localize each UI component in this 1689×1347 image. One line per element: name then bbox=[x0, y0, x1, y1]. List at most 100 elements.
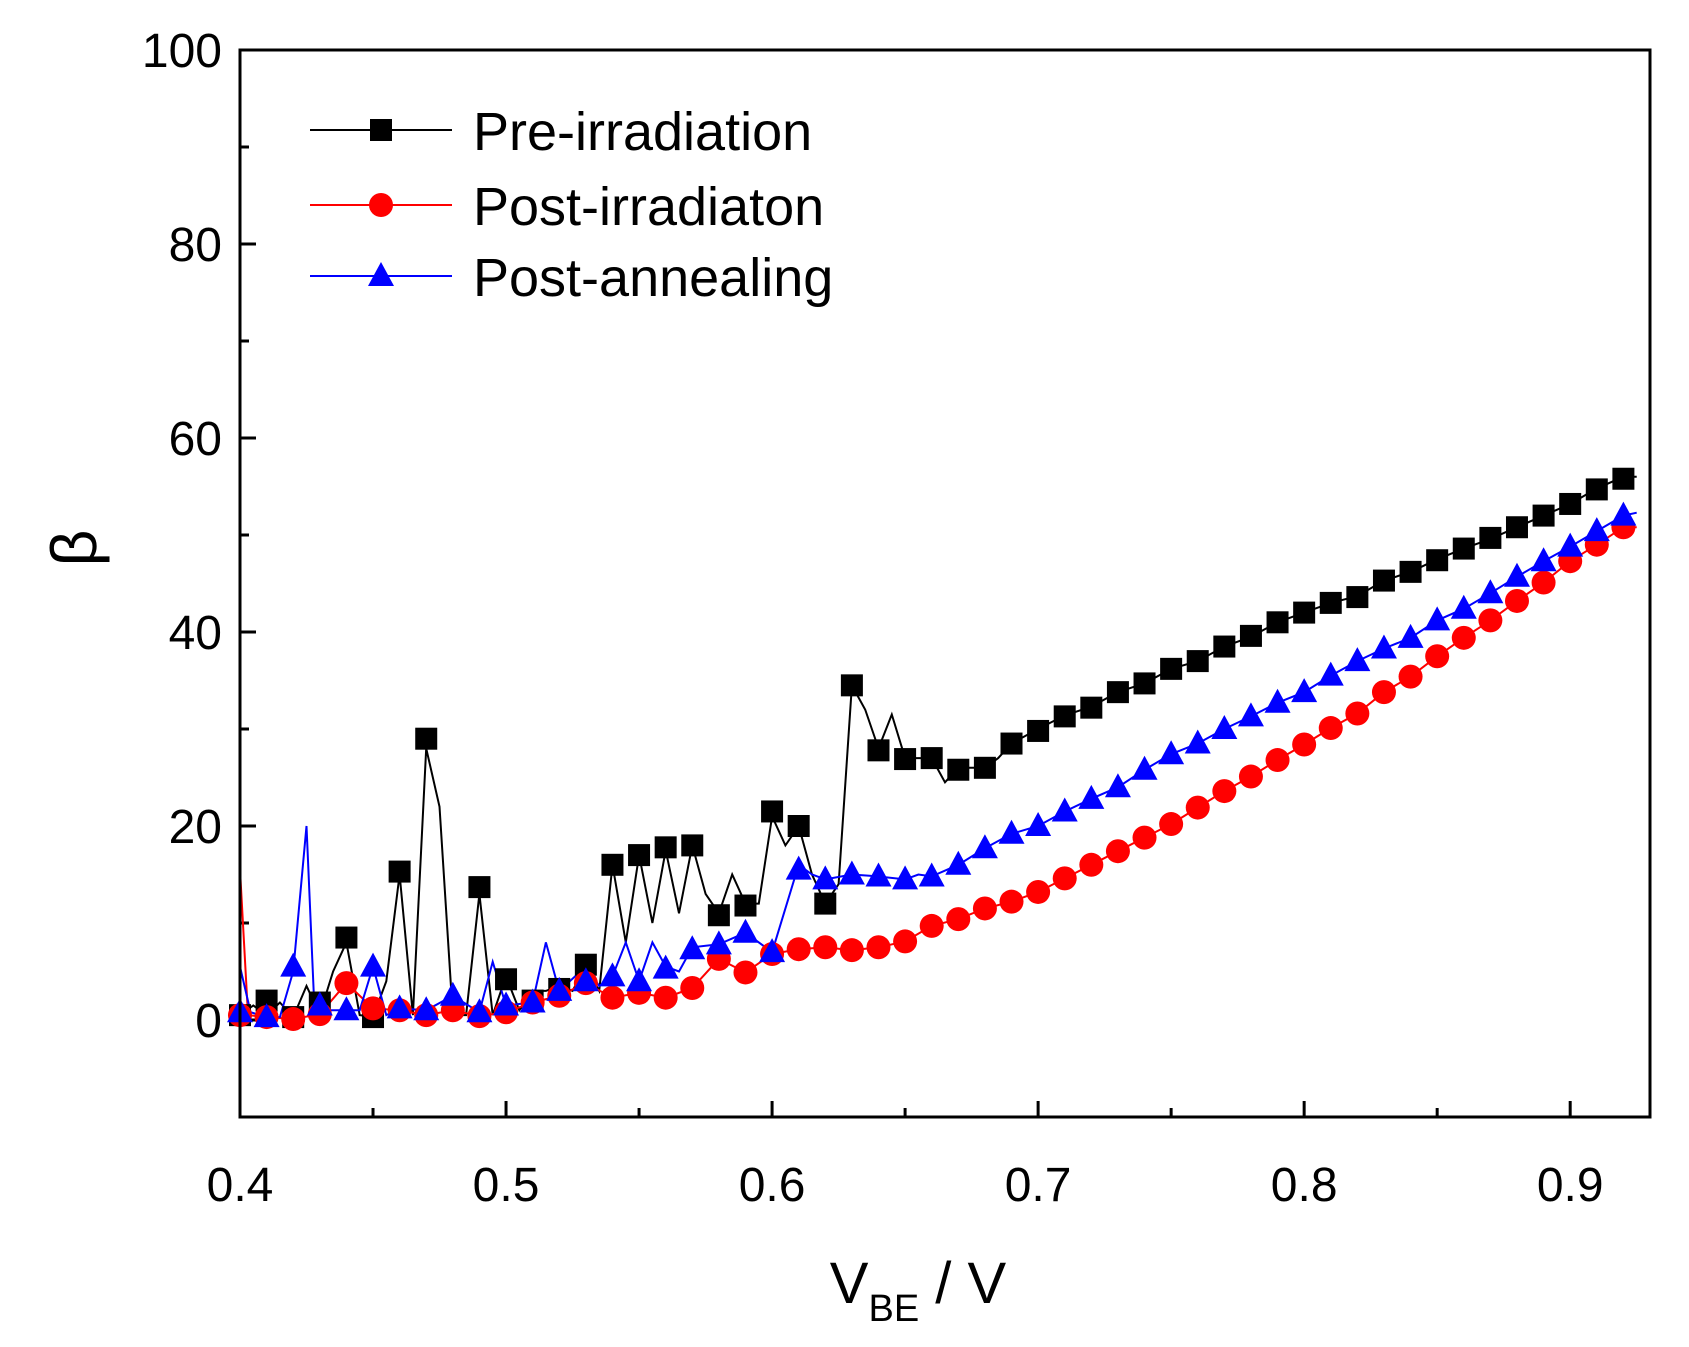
data-point-series-1 bbox=[654, 836, 677, 859]
data-point-series-2 bbox=[1265, 748, 1290, 773]
data-point-series-1 bbox=[1266, 611, 1289, 634]
data-point-series-1 bbox=[1559, 492, 1582, 515]
data-point-series-3 bbox=[865, 862, 892, 887]
data-point-series-1 bbox=[920, 747, 943, 770]
data-point-series-2 bbox=[1425, 644, 1450, 669]
data-point-series-3 bbox=[1424, 606, 1451, 631]
legend-label-1: Pre-irradiation bbox=[473, 102, 812, 162]
data-point-series-1 bbox=[1532, 504, 1555, 527]
data-point-series-3 bbox=[1530, 547, 1557, 572]
x-axis-title-main: V bbox=[830, 1251, 869, 1316]
data-point-series-3 bbox=[918, 862, 945, 887]
data-point-series-1 bbox=[1612, 467, 1635, 490]
data-point-series-2 bbox=[972, 896, 997, 921]
y-tick-label: 100 bbox=[142, 25, 222, 78]
data-point-series-3 bbox=[280, 952, 307, 977]
data-point-series-2 bbox=[1292, 732, 1317, 757]
data-point-series-3 bbox=[1051, 797, 1078, 822]
data-point-series-1 bbox=[1000, 732, 1023, 755]
data-point-series-2 bbox=[733, 960, 758, 985]
data-point-series-1 bbox=[1479, 526, 1502, 549]
data-point-series-1 bbox=[1426, 549, 1449, 572]
data-point-series-3 bbox=[945, 850, 972, 875]
data-point-series-1 bbox=[415, 727, 438, 750]
data-point-series-1 bbox=[1106, 681, 1129, 704]
data-point-series-1 bbox=[468, 876, 491, 899]
data-point-series-2 bbox=[1185, 795, 1210, 820]
data-point-series-3 bbox=[732, 918, 759, 943]
data-point-series-1 bbox=[1133, 672, 1156, 695]
data-point-series-3 bbox=[1450, 594, 1477, 619]
data-point-series-3 bbox=[1211, 715, 1238, 739]
data-point-series-1 bbox=[1585, 478, 1608, 501]
data-point-series-2 bbox=[1504, 588, 1529, 613]
data-point-series-1 bbox=[1239, 624, 1262, 647]
x-tick-label: 0.7 bbox=[1005, 1159, 1072, 1212]
data-point-series-1 bbox=[867, 739, 890, 762]
x-tick-label: 0.9 bbox=[1537, 1159, 1604, 1212]
x-tick-label: 0.8 bbox=[1271, 1159, 1338, 1212]
data-point-series-3 bbox=[785, 855, 812, 880]
data-point-series-3 bbox=[998, 819, 1025, 844]
data-point-series-1 bbox=[1452, 537, 1475, 560]
legend: Pre-irradiation Post-irradiaton Post-annea… bbox=[310, 102, 833, 308]
data-point-series-3 bbox=[360, 952, 387, 977]
data-point-series-1 bbox=[495, 968, 518, 991]
data-point-series-2 bbox=[1345, 701, 1370, 726]
data-point-series-1 bbox=[335, 926, 358, 949]
data-point-series-2 bbox=[1212, 779, 1237, 804]
legend-label-3: Post-annealing bbox=[473, 248, 833, 308]
series-line-2 bbox=[239, 526, 1637, 1021]
data-point-series-3 bbox=[1557, 532, 1584, 557]
data-point-series-3 bbox=[1025, 812, 1052, 836]
data-point-series-3 bbox=[1610, 501, 1637, 526]
data-point-series-3 bbox=[1477, 579, 1504, 604]
data-point-series-3 bbox=[1104, 773, 1131, 798]
data-point-series-2 bbox=[839, 938, 864, 963]
data-point-series-3 bbox=[1158, 740, 1185, 765]
data-point-series-2 bbox=[1132, 825, 1157, 850]
data-point-series-3 bbox=[1397, 623, 1424, 648]
data-point-series-1 bbox=[1027, 719, 1050, 742]
data-point-series-1 bbox=[1160, 657, 1183, 680]
data-point-series-3 bbox=[413, 996, 440, 1021]
data-point-series-3 bbox=[386, 994, 413, 1019]
data-point-series-3 bbox=[1291, 678, 1318, 703]
data-point-series-2 bbox=[1105, 839, 1130, 864]
data-point-series-1 bbox=[1399, 560, 1422, 583]
data-point-series-2 bbox=[1238, 764, 1263, 789]
x-tick-label: 0.4 bbox=[207, 1159, 274, 1212]
data-point-series-1 bbox=[973, 756, 996, 779]
data-point-series-2 bbox=[813, 935, 838, 960]
plot-frame bbox=[238, 48, 1652, 1119]
data-point-series-1 bbox=[734, 894, 757, 917]
data-point-series-1 bbox=[628, 844, 651, 867]
data-point-series-3 bbox=[705, 930, 732, 955]
data-point-series-3 bbox=[466, 998, 493, 1023]
y-tick-label: 0 bbox=[195, 995, 222, 1048]
data-point-series-3 bbox=[1503, 562, 1530, 587]
data-point-series-2 bbox=[1318, 716, 1343, 741]
y-tick-labels: 0 20 40 60 80 100 bbox=[142, 25, 222, 1048]
data-point-series-3 bbox=[1078, 784, 1105, 809]
y-tick-label: 80 bbox=[169, 219, 222, 272]
data-point-series-1 bbox=[787, 815, 810, 837]
data-point-series-2 bbox=[600, 985, 625, 1010]
x-tick-label: 0.6 bbox=[739, 1159, 806, 1212]
data-point-series-3 bbox=[599, 962, 626, 987]
data-point-series-3 bbox=[1237, 702, 1264, 727]
data-point-series-1 bbox=[814, 892, 837, 915]
x-tick-labels: 0.4 0.5 0.6 0.7 0.8 0.9 bbox=[207, 1159, 1604, 1212]
data-point-series-3 bbox=[572, 967, 599, 992]
data-point-series-2 bbox=[1478, 608, 1503, 633]
data-point-series-1 bbox=[947, 758, 970, 781]
data-point-series-2 bbox=[1371, 680, 1396, 705]
data-point-series-1 bbox=[1213, 635, 1236, 658]
legend-marker-2 bbox=[369, 193, 393, 217]
data-point-series-3 bbox=[1184, 729, 1211, 754]
data-point-series-3 bbox=[812, 865, 839, 890]
data-point-series-1 bbox=[1372, 569, 1395, 592]
data-point-series-3 bbox=[892, 865, 919, 890]
data-point-series-3 bbox=[1131, 755, 1158, 780]
